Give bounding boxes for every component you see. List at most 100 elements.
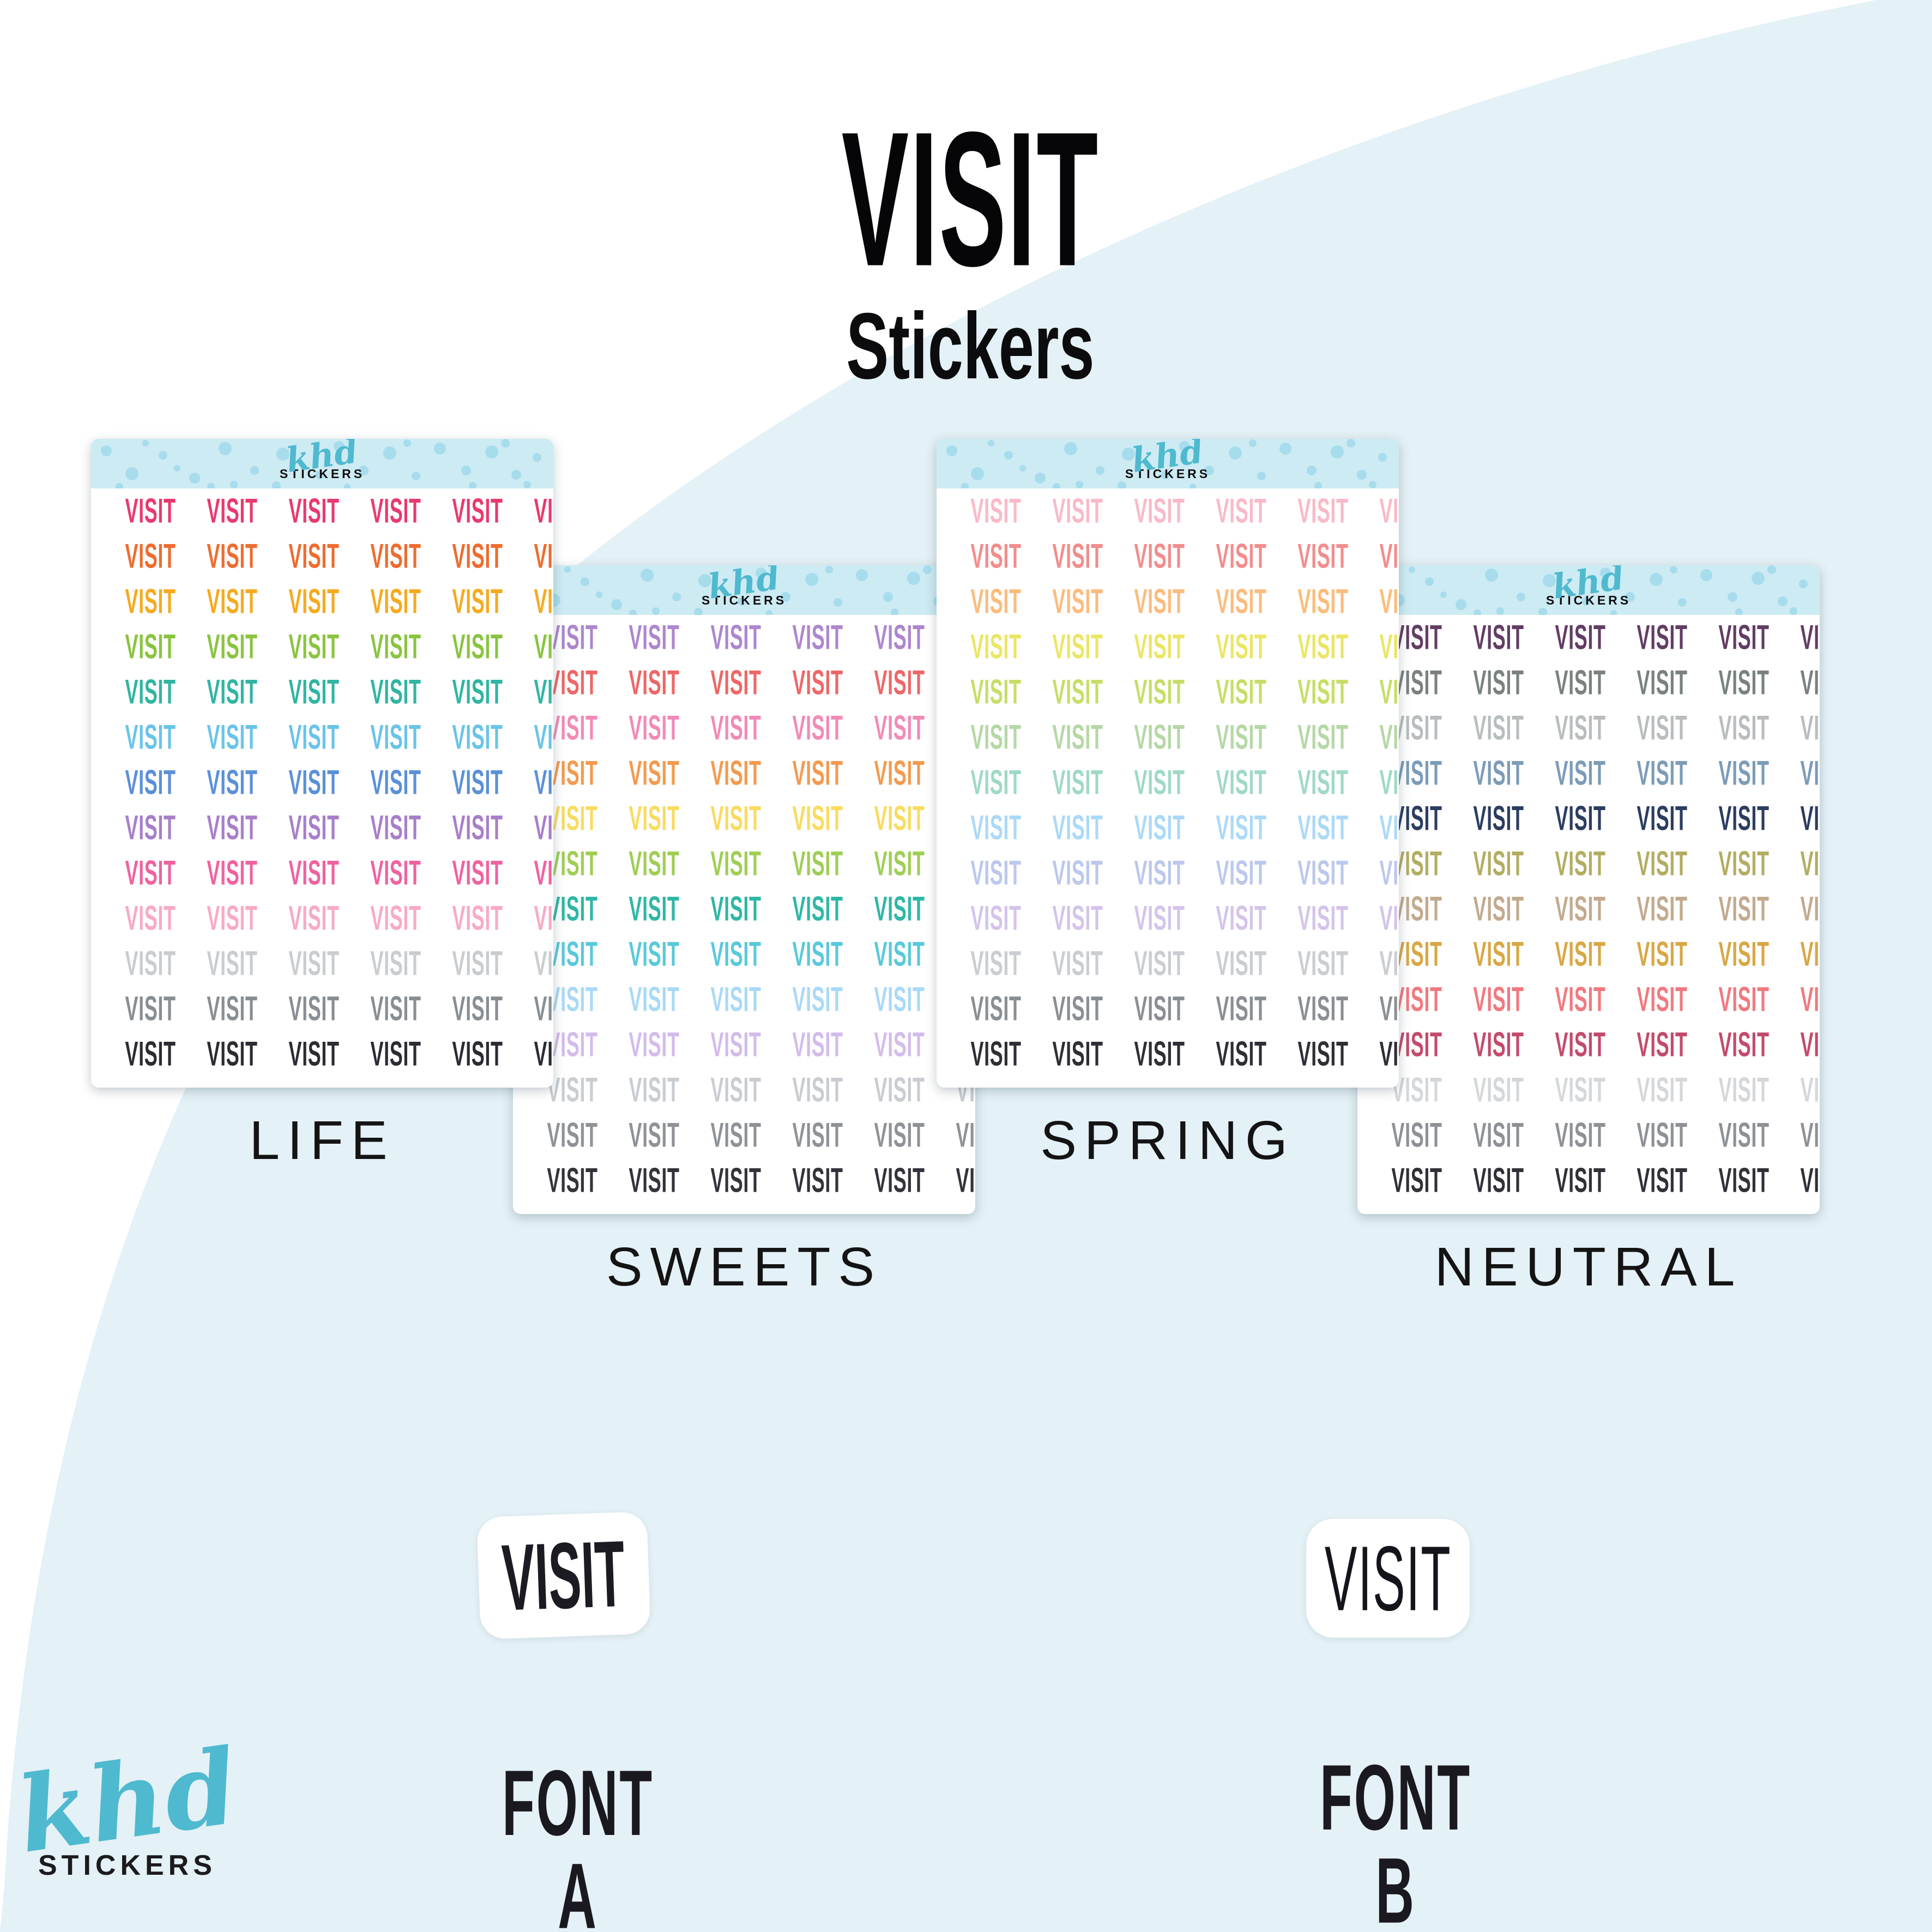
khd-logo-word: STICKERS xyxy=(701,593,787,607)
visit-sticker-text: VISIT xyxy=(1134,582,1185,621)
visit-sticker-text: VISIT xyxy=(534,536,553,576)
visit-sticker-text: VISIT xyxy=(370,853,421,892)
visit-sticker-text: VISIT xyxy=(792,1115,843,1155)
visit-sticker-text: VISIT xyxy=(1637,844,1688,883)
visit-sticker-text: VISIT xyxy=(1379,536,1399,576)
visit-sticker-text: VISIT xyxy=(970,853,1022,892)
visit-sticker-text: VISIT xyxy=(288,582,340,621)
visit-sticker-text: VISIT xyxy=(207,582,258,621)
visit-sticker-text: VISIT xyxy=(874,1025,925,1064)
visit-sticker-text: VISIT xyxy=(534,1034,553,1073)
visit-sticker-text: VISIT xyxy=(125,717,176,757)
visit-sticker-text: VISIT xyxy=(452,853,503,892)
visit-sticker-text: VISIT xyxy=(874,844,925,883)
visit-sticker-text: VISIT xyxy=(534,989,553,1028)
visit-sticker-text: VISIT xyxy=(288,536,340,576)
visit-sticker-text: VISIT xyxy=(207,627,258,666)
visit-sticker-text: VISIT xyxy=(288,853,340,892)
visit-sticker-text: VISIT xyxy=(792,1161,843,1200)
visit-sticker-text: VISIT xyxy=(1800,844,1820,883)
visit-sticker-text: VISIT xyxy=(1391,1115,1442,1155)
visit-sticker-text: VISIT xyxy=(792,980,843,1019)
visit-sticker-text: VISIT xyxy=(1379,898,1399,938)
visit-sticker-text: VISIT xyxy=(1391,844,1442,883)
visit-sticker-text: VISIT xyxy=(1800,1115,1820,1155)
visit-sticker-text: VISIT xyxy=(125,763,176,802)
visit-sticker-text: VISIT xyxy=(1134,763,1185,802)
visit-sticker-text: VISIT xyxy=(629,889,680,928)
visit-sticker-text: VISIT xyxy=(547,663,598,702)
visit-sticker-text: VISIT xyxy=(629,934,680,974)
visit-sticker-text: VISIT xyxy=(1800,618,1820,657)
visit-sticker-text: VISIT xyxy=(956,1115,975,1155)
visit-sticker-text: VISIT xyxy=(629,1115,680,1155)
visit-sticker-text: VISIT xyxy=(1473,799,1524,838)
visit-sticker-text: VISIT xyxy=(1052,898,1103,938)
visit-sticker-text: VISIT xyxy=(1800,934,1820,974)
visit-sticker-text: VISIT xyxy=(207,808,258,847)
visit-sticker-text: VISIT xyxy=(629,1025,680,1064)
visit-sticker-text: VISIT xyxy=(207,1034,258,1073)
visit-sticker-text: VISIT xyxy=(207,944,258,983)
visit-sticker-text: VISIT xyxy=(1379,491,1399,530)
visit-sticker-text: VISIT xyxy=(1800,1025,1820,1064)
visit-sticker-text: VISIT xyxy=(1718,708,1770,747)
visit-sticker-text: VISIT xyxy=(1391,980,1442,1019)
title-text: VISIT xyxy=(841,93,1100,307)
visit-sticker-text: VISIT xyxy=(1216,1034,1267,1073)
visit-sticker-text: VISIT xyxy=(970,536,1022,576)
visit-sticker-text: VISIT xyxy=(125,808,176,847)
visit-sticker-text: VISIT xyxy=(1134,627,1185,666)
visit-sticker-text: VISIT xyxy=(1216,717,1267,757)
polka-dots-pattern xyxy=(523,565,963,615)
visit-sticker-text: VISIT xyxy=(1134,1034,1185,1073)
visit-sticker-text: VISIT xyxy=(1391,708,1442,747)
visit-sticker-text: VISIT xyxy=(1216,536,1267,576)
visit-sticker-text: VISIT xyxy=(1134,944,1185,983)
visit-sticker-text: VISIT xyxy=(1718,889,1770,928)
visit-sticker-text: VISIT xyxy=(370,944,421,983)
visit-sticker-text: VISIT xyxy=(452,808,503,847)
visit-sticker-text: VISIT xyxy=(1473,934,1524,974)
visit-sticker-text: VISIT xyxy=(370,1034,421,1073)
visit-sticker-text: VISIT xyxy=(288,944,340,983)
khd-logo-word: STICKERS xyxy=(1125,466,1211,481)
visit-sticker-text: VISIT xyxy=(125,853,176,892)
khd-script-logo: khd xyxy=(283,439,360,480)
visit-sticker-text: VISIT xyxy=(547,1070,598,1109)
visit-sticker-text: VISIT xyxy=(1297,808,1349,847)
visit-sticker-text: VISIT xyxy=(1391,934,1442,974)
visit-sticker-text: VISIT xyxy=(125,627,176,666)
visit-sticker-text: VISIT xyxy=(1297,491,1349,530)
visit-sticker-text: VISIT xyxy=(874,889,925,928)
visit-sticker-text: VISIT xyxy=(874,753,925,793)
visit-sticker-text: VISIT xyxy=(970,989,1022,1028)
visit-sticker-text: VISIT xyxy=(874,618,925,657)
visit-sticker-text: VISIT xyxy=(1800,1161,1820,1200)
visit-sticker-text: VISIT xyxy=(970,627,1022,666)
visit-sticker-text: VISIT xyxy=(1052,989,1103,1028)
visit-sticker-text: VISIT xyxy=(370,808,421,847)
subtitle-text: Stickers xyxy=(846,293,1095,399)
visit-sticker-text: VISIT xyxy=(288,898,340,938)
visit-sticker-text: VISIT xyxy=(710,980,762,1019)
visit-sticker-text: VISIT xyxy=(629,618,680,657)
visit-sticker-text: VISIT xyxy=(288,808,340,847)
visit-sticker-text: VISIT xyxy=(207,763,258,802)
visit-sticker-text: VISIT xyxy=(1052,853,1103,892)
visit-sticker-text: VISIT xyxy=(874,799,925,838)
sheet-label-spring: SPRING xyxy=(1040,1110,1295,1171)
visit-sticker-text: VISIT xyxy=(1718,753,1770,793)
